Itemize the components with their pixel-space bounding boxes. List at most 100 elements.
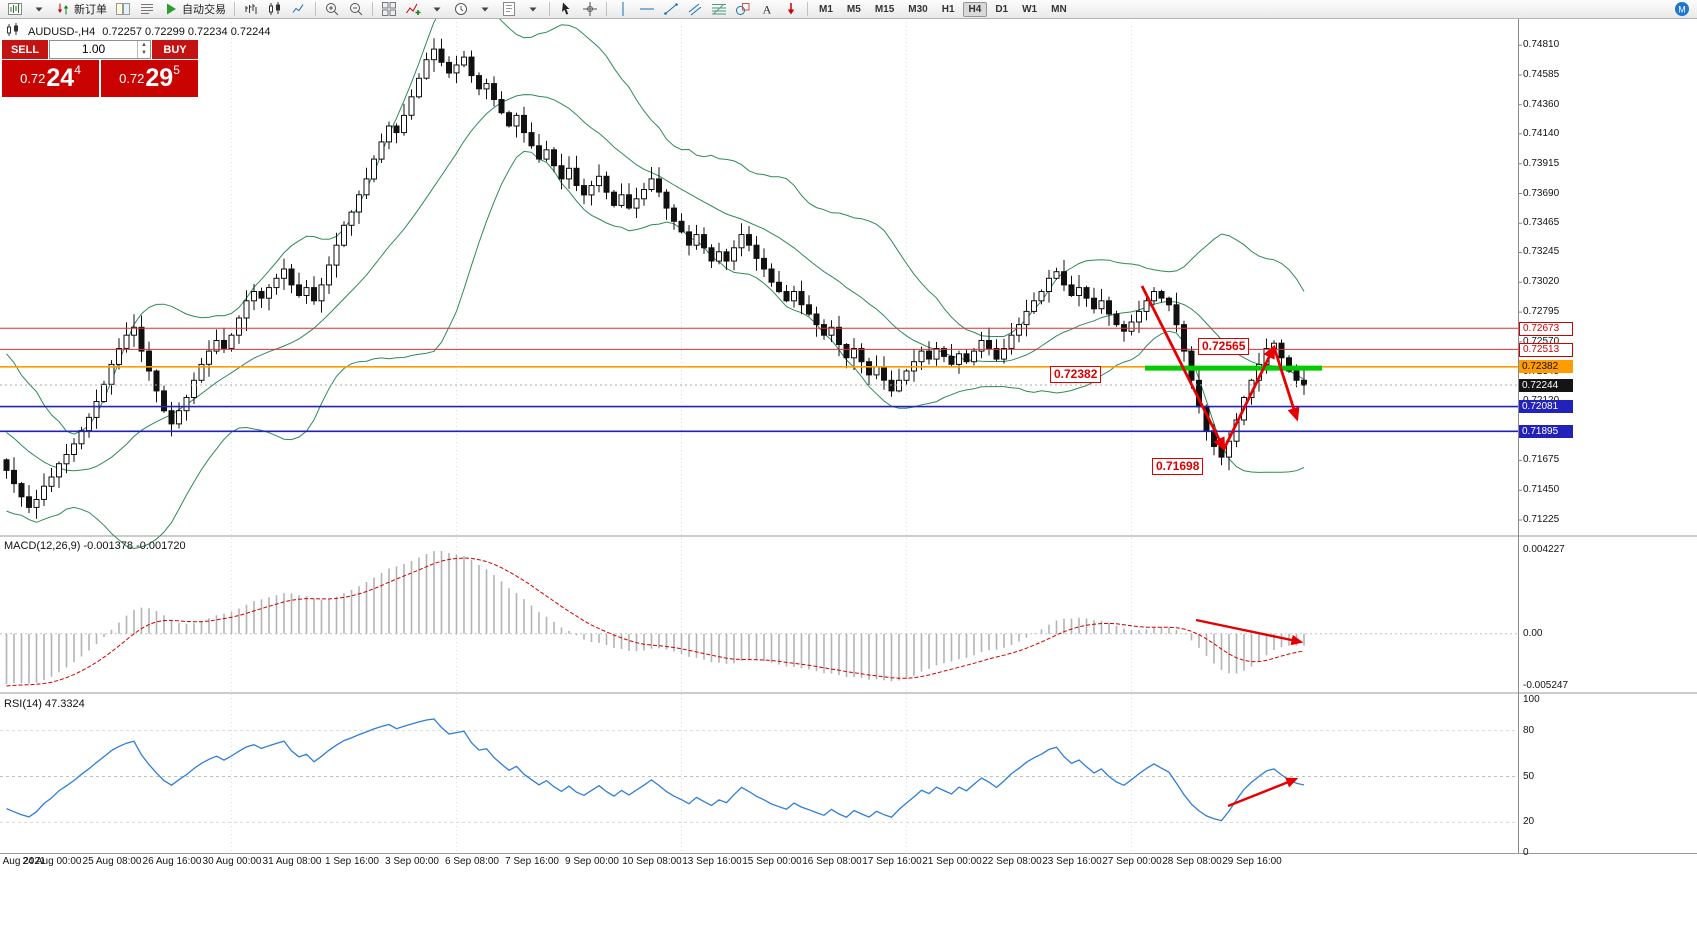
- periods-button[interactable]: [450, 0, 472, 19]
- date-axis-label: 16 Sep 08:00: [802, 856, 862, 867]
- crosshair-tool-button[interactable]: [579, 0, 601, 19]
- price-axis-label: 0.72795: [1523, 306, 1560, 317]
- volume-down-icon[interactable]: ▼: [141, 50, 147, 56]
- buy-button[interactable]: BUY: [152, 40, 198, 59]
- chart-windows-button[interactable]: [136, 0, 158, 19]
- new-order-button[interactable]: 新订单: [52, 0, 110, 19]
- sell-button[interactable]: SELL: [2, 40, 48, 59]
- date-axis-label: 1 Sep 16:00: [325, 856, 379, 867]
- templates-button[interactable]: [498, 0, 520, 19]
- chart-list-icon: [31, 1, 47, 17]
- equidistant-channel-icon: [687, 1, 703, 17]
- horizontal-line-icon: [639, 1, 655, 17]
- price-axis-label: 0.74585: [1523, 69, 1560, 80]
- cursor-tool-button[interactable]: [555, 0, 577, 19]
- fibonacci-tool[interactable]: [708, 0, 730, 19]
- indicators-dropdown[interactable]: [426, 0, 448, 19]
- toolbar-separator: [372, 2, 373, 16]
- date-axis-label: 10 Sep 08:00: [622, 856, 682, 867]
- trendline-tool[interactable]: [660, 0, 682, 19]
- timeframe-mn[interactable]: MN: [1051, 3, 1067, 15]
- shapes-tool[interactable]: [732, 0, 754, 19]
- date-axis-label: 21 Sep 00:00: [922, 856, 982, 867]
- bar-chart-icon: [243, 1, 259, 17]
- profiles-button[interactable]: [112, 0, 134, 19]
- trendline-icon: [663, 1, 679, 17]
- timeframe-w1[interactable]: W1: [1022, 3, 1038, 15]
- volume-spinner[interactable]: ▲ ▼: [137, 41, 150, 58]
- macd-axis-max: 0.004227: [1523, 544, 1565, 555]
- tile-windows-button[interactable]: [378, 0, 400, 19]
- rsi-arrow: [1227, 777, 1299, 808]
- buy-price-button[interactable]: 0.72 29 5: [101, 60, 198, 97]
- zoom-out-icon: [348, 1, 364, 17]
- equidistant-channel-tool[interactable]: [684, 0, 706, 19]
- macd-signal-line: [6, 557, 1305, 687]
- timeframe-h1[interactable]: H1: [941, 3, 955, 15]
- horizontal-level-lines[interactable]: [0, 327, 1518, 433]
- timeframe-m30[interactable]: M30: [908, 3, 928, 15]
- buy-price-prefix: 0.72: [119, 71, 145, 86]
- price-annotation-label[interactable]: 0.71698: [1152, 458, 1204, 475]
- line-chart-icon: [291, 1, 307, 17]
- date-axis-label: 17 Sep 16:00: [862, 856, 922, 867]
- rsi-line: [6, 718, 1305, 822]
- periods-icon: [477, 1, 493, 17]
- periods-icon: [453, 1, 469, 17]
- volume-value: 1.00: [81, 42, 106, 56]
- text-tool[interactable]: A: [756, 0, 778, 19]
- timeframe-m15[interactable]: M15: [874, 3, 895, 15]
- periods-dropdown[interactable]: [474, 0, 496, 19]
- zoom-out-button[interactable]: [345, 0, 367, 19]
- date-axis-label: 24 Aug 00:00: [22, 856, 82, 867]
- templates-icon: [525, 1, 541, 17]
- chart-list-dropdown[interactable]: [28, 0, 50, 19]
- timeframe-d1[interactable]: D1: [995, 3, 1009, 15]
- horizontal-line-tool[interactable]: [636, 0, 658, 19]
- autotrading-icon: [163, 1, 179, 17]
- timeframe-m1[interactable]: M1: [819, 3, 833, 15]
- macd-axis-zero: 0.00: [1523, 628, 1543, 639]
- new-chart-icon: [7, 1, 23, 17]
- volume-input[interactable]: 1.00 ▲ ▼: [49, 40, 151, 59]
- timeframe-m5[interactable]: M5: [846, 3, 861, 15]
- arrow-tool[interactable]: [780, 0, 802, 19]
- rsi-axis-label: 100: [1523, 694, 1540, 705]
- price-axis-label: 0.74810: [1523, 39, 1560, 50]
- bar-chart-button[interactable]: [240, 0, 262, 19]
- date-axis-label: 6 Sep 08:00: [445, 856, 499, 867]
- cursor-tool-icon: [558, 1, 574, 17]
- buy-price-big: 29: [145, 64, 174, 92]
- sell-price-button[interactable]: 0.72 24 4: [2, 60, 99, 97]
- indicators-icon: [405, 1, 421, 17]
- vertical-line-tool[interactable]: [612, 0, 634, 19]
- zoom-in-button[interactable]: [321, 0, 343, 19]
- new-chart-button[interactable]: [4, 0, 26, 19]
- price-annotation-label[interactable]: 0.72382: [1050, 366, 1102, 383]
- shapes-icon: [735, 1, 751, 17]
- sell-price-big: 24: [46, 64, 75, 92]
- macd-indicator-label: MACD(12,26,9) -0.001378 -0.001720: [4, 540, 186, 552]
- price-annotation-label[interactable]: 0.72565: [1198, 338, 1250, 355]
- autotrading-button[interactable]: 自动交易: [160, 0, 229, 19]
- price-axis-label: 0.72570: [1523, 336, 1560, 347]
- trend-annotation-arrows[interactable]: [1140, 285, 1304, 808]
- timeframe-h4[interactable]: H4: [962, 1, 988, 17]
- indicators-button[interactable]: [402, 0, 424, 19]
- line-chart-button[interactable]: [288, 0, 310, 19]
- new-order-icon: [55, 1, 71, 17]
- bollinger-bands: [6, 0, 1305, 550]
- price-axis-label: 0.73245: [1523, 246, 1560, 257]
- price-axis-label: 0.73020: [1523, 276, 1560, 287]
- date-axis-label: 7 Sep 16:00: [505, 856, 559, 867]
- templates-dropdown[interactable]: [522, 0, 544, 19]
- toolbar-separator: [606, 2, 607, 16]
- date-axis-label: 15 Sep 00:00: [742, 856, 802, 867]
- candlestick-chart-button[interactable]: [264, 0, 286, 19]
- one-click-trading-panel: SELL 1.00 ▲ ▼ BUY 0.72 24 4 0.72 29 5: [2, 40, 198, 97]
- price-tag-0.71895: 0.71895: [1519, 425, 1573, 438]
- bull-candles: [33, 48, 1277, 508]
- community-icon[interactable]: M: [1671, 0, 1693, 19]
- volume-up-icon[interactable]: ▲: [141, 42, 147, 48]
